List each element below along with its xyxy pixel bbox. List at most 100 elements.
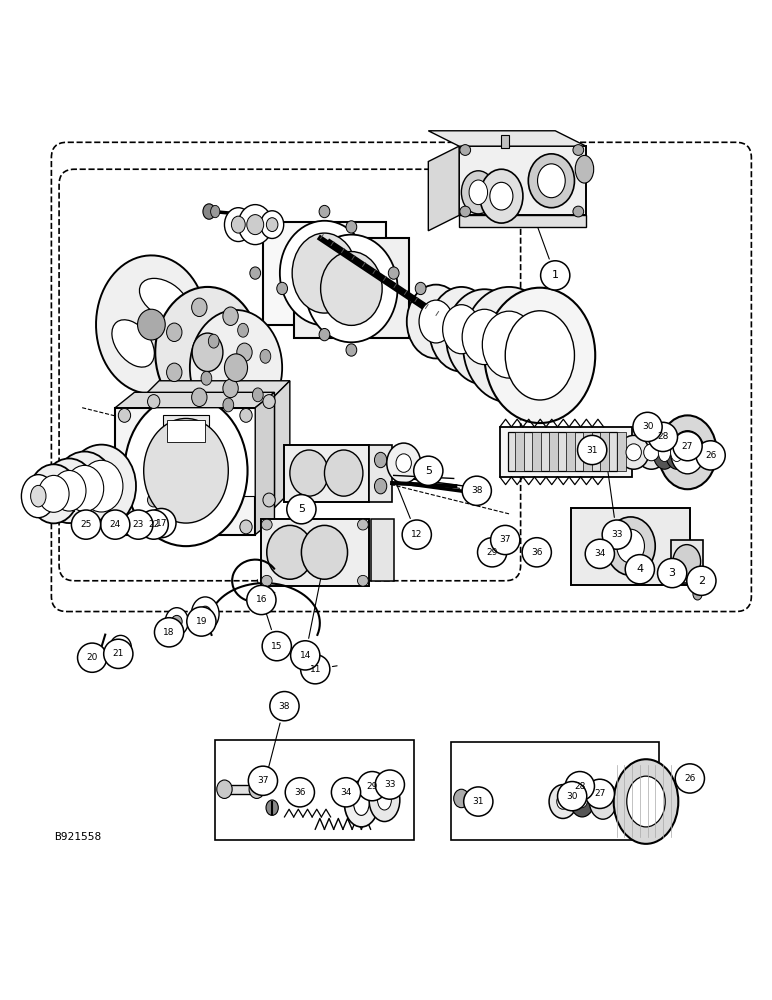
Polygon shape	[144, 396, 275, 508]
Ellipse shape	[653, 435, 676, 469]
Circle shape	[585, 779, 615, 808]
Ellipse shape	[659, 443, 671, 462]
Circle shape	[565, 772, 594, 801]
Ellipse shape	[167, 363, 182, 382]
Circle shape	[687, 566, 716, 595]
Ellipse shape	[279, 221, 369, 325]
Ellipse shape	[301, 525, 347, 579]
Ellipse shape	[354, 792, 369, 815]
Ellipse shape	[557, 794, 569, 809]
Ellipse shape	[199, 606, 212, 622]
Polygon shape	[617, 432, 626, 471]
Circle shape	[648, 422, 678, 452]
Ellipse shape	[223, 379, 239, 398]
Ellipse shape	[277, 282, 287, 295]
Text: 37: 37	[257, 776, 269, 785]
Circle shape	[71, 510, 100, 539]
Ellipse shape	[446, 289, 523, 385]
Ellipse shape	[485, 288, 595, 423]
Ellipse shape	[644, 444, 659, 461]
Text: 30: 30	[642, 422, 653, 431]
Ellipse shape	[589, 781, 617, 819]
Circle shape	[262, 632, 291, 661]
Text: 15: 15	[271, 642, 283, 651]
Ellipse shape	[124, 395, 248, 546]
Circle shape	[540, 261, 570, 290]
Polygon shape	[226, 785, 256, 794]
Ellipse shape	[266, 800, 279, 815]
Ellipse shape	[225, 208, 252, 242]
Ellipse shape	[137, 309, 165, 340]
Circle shape	[676, 764, 705, 793]
Ellipse shape	[490, 182, 513, 210]
Ellipse shape	[693, 588, 703, 600]
Circle shape	[103, 639, 133, 668]
Ellipse shape	[549, 785, 577, 818]
Polygon shape	[600, 432, 609, 471]
Circle shape	[187, 607, 216, 636]
Ellipse shape	[671, 431, 705, 474]
Ellipse shape	[263, 493, 276, 507]
Ellipse shape	[575, 155, 594, 183]
Text: 16: 16	[256, 595, 267, 604]
Text: 31: 31	[472, 797, 484, 806]
Text: 27: 27	[682, 442, 693, 451]
Ellipse shape	[252, 388, 263, 402]
Polygon shape	[583, 432, 592, 471]
Ellipse shape	[462, 309, 506, 365]
Ellipse shape	[140, 278, 188, 319]
Polygon shape	[671, 540, 703, 583]
Ellipse shape	[374, 452, 387, 468]
Polygon shape	[515, 432, 524, 471]
Polygon shape	[115, 408, 256, 535]
Ellipse shape	[460, 145, 471, 155]
Ellipse shape	[528, 154, 574, 208]
Text: 4: 4	[636, 564, 643, 574]
Circle shape	[247, 585, 276, 615]
Text: 19: 19	[195, 617, 207, 626]
Ellipse shape	[460, 206, 471, 217]
Ellipse shape	[614, 759, 679, 844]
Ellipse shape	[319, 205, 330, 218]
Circle shape	[522, 538, 551, 567]
Text: 3: 3	[669, 568, 676, 578]
Ellipse shape	[31, 485, 46, 507]
Text: 34: 34	[340, 788, 352, 797]
Ellipse shape	[116, 642, 125, 653]
Text: 26: 26	[705, 451, 716, 460]
Ellipse shape	[191, 298, 207, 317]
Ellipse shape	[110, 635, 131, 660]
Ellipse shape	[266, 218, 278, 232]
Ellipse shape	[673, 545, 701, 578]
Ellipse shape	[22, 475, 56, 518]
Ellipse shape	[357, 575, 368, 586]
Ellipse shape	[165, 608, 188, 635]
Circle shape	[290, 641, 320, 670]
Polygon shape	[256, 392, 275, 535]
Circle shape	[414, 456, 443, 485]
Ellipse shape	[223, 307, 239, 325]
Circle shape	[331, 778, 361, 807]
Ellipse shape	[357, 519, 368, 530]
Ellipse shape	[239, 205, 273, 245]
Ellipse shape	[240, 408, 252, 422]
Circle shape	[478, 538, 506, 567]
Text: 29: 29	[486, 548, 498, 557]
Ellipse shape	[211, 205, 220, 218]
Circle shape	[147, 508, 176, 538]
Ellipse shape	[112, 320, 154, 367]
Ellipse shape	[454, 789, 469, 808]
Ellipse shape	[346, 221, 357, 233]
Text: 31: 31	[587, 446, 598, 455]
Ellipse shape	[29, 464, 78, 523]
Polygon shape	[115, 392, 275, 408]
Polygon shape	[263, 222, 386, 325]
Ellipse shape	[261, 211, 283, 238]
Ellipse shape	[260, 349, 271, 363]
Ellipse shape	[462, 171, 495, 214]
Ellipse shape	[374, 478, 387, 494]
Ellipse shape	[671, 443, 683, 462]
Text: 20: 20	[86, 653, 98, 662]
Ellipse shape	[118, 408, 130, 422]
Text: 27: 27	[594, 789, 605, 798]
